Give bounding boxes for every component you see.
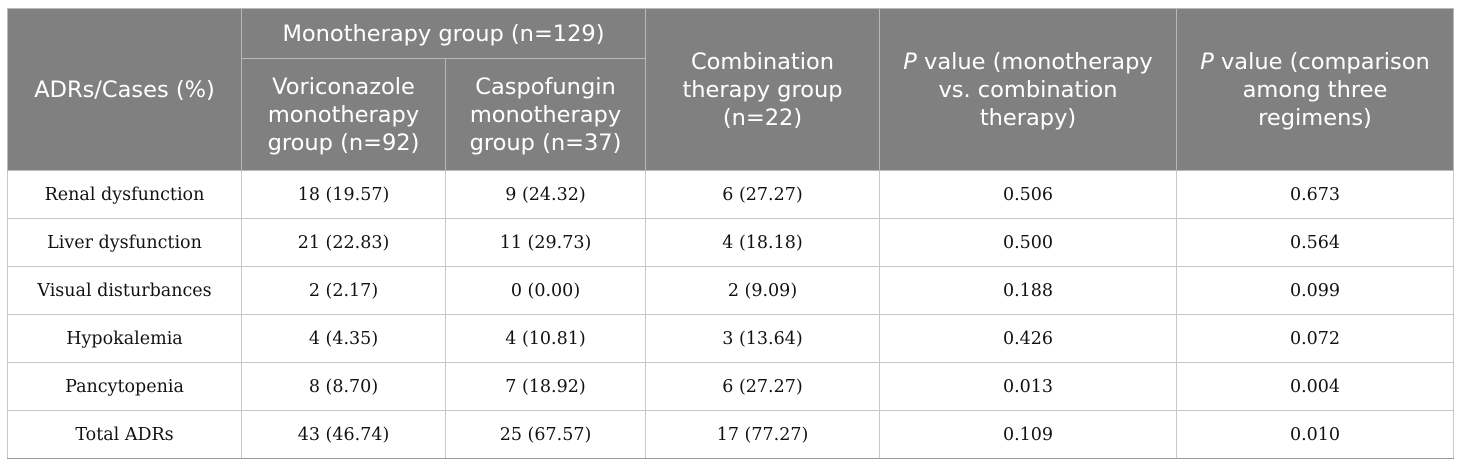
cell-caspofungin: 7 (18.92) (445, 362, 646, 411)
table-header: ADRs/Cases (%) Monotherapy group (n=129)… (7, 8, 1454, 171)
row-label: Visual disturbances (7, 266, 242, 315)
cell-combination: 6 (27.27) (645, 170, 880, 219)
header-p-mono-vs-combo: P value (monotherapy vs. combination the… (879, 8, 1177, 171)
cell-caspofungin: 9 (24.32) (445, 170, 646, 219)
table-row: Renal dysfunction 18 (19.57) 9 (24.32) 6… (7, 170, 1454, 219)
cell-p-mono-vs-combo: 0.013 (879, 362, 1177, 411)
cell-voriconazole: 18 (19.57) (241, 170, 446, 219)
cell-voriconazole: 43 (46.74) (241, 410, 446, 459)
p-label-rest: value (comparison among three regimens) (1213, 48, 1430, 131)
header-monotherapy-group: Monotherapy group (n=129) (241, 8, 646, 59)
cell-combination: 6 (27.27) (645, 362, 880, 411)
cell-caspofungin: 25 (67.57) (445, 410, 646, 459)
cell-p-three-regimens: 0.099 (1176, 266, 1454, 315)
cell-p-three-regimens: 0.564 (1176, 218, 1454, 267)
cell-p-mono-vs-combo: 0.500 (879, 218, 1177, 267)
cell-p-mono-vs-combo: 0.109 (879, 410, 1177, 459)
header-combination-group: Combination therapy group (n=22) (645, 8, 880, 171)
header-row-label: ADRs/Cases (%) (7, 8, 242, 171)
cell-p-three-regimens: 0.004 (1176, 362, 1454, 411)
row-label: Total ADRs (7, 410, 242, 459)
table-row: Liver dysfunction 21 (22.83) 11 (29.73) … (7, 218, 1454, 267)
cell-p-mono-vs-combo: 0.188 (879, 266, 1177, 315)
row-label: Renal dysfunction (7, 170, 242, 219)
header-voriconazole: Voriconazole monotherapy group (n=92) (241, 58, 446, 171)
table-row: Total ADRs 43 (46.74) 25 (67.57) 17 (77.… (7, 410, 1454, 459)
cell-voriconazole: 21 (22.83) (241, 218, 446, 267)
cell-caspofungin: 11 (29.73) (445, 218, 646, 267)
cell-p-three-regimens: 0.072 (1176, 314, 1454, 363)
row-label: Liver dysfunction (7, 218, 242, 267)
cell-p-mono-vs-combo: 0.506 (879, 170, 1177, 219)
cell-combination: 17 (77.27) (645, 410, 880, 459)
cell-p-three-regimens: 0.010 (1176, 410, 1454, 459)
p-label-rest: value (monotherapy vs. combination thera… (916, 48, 1153, 131)
p-italic: P (1200, 48, 1214, 75)
cell-combination: 3 (13.64) (645, 314, 880, 363)
table-row: Hypokalemia 4 (4.35) 4 (10.81) 3 (13.64)… (7, 314, 1454, 363)
header-row-2: Voriconazole monotherapy group (n=92) Ca… (8, 58, 1454, 171)
cell-p-mono-vs-combo: 0.426 (879, 314, 1177, 363)
cell-voriconazole: 2 (2.17) (241, 266, 446, 315)
cell-caspofungin: 4 (10.81) (445, 314, 646, 363)
table-body: Renal dysfunction 18 (19.57) 9 (24.32) 6… (7, 170, 1454, 459)
table-row: Visual disturbances 2 (2.17) 0 (0.00) 2 … (7, 266, 1454, 315)
cell-p-three-regimens: 0.673 (1176, 170, 1454, 219)
header-row-1: ADRs/Cases (%) Monotherapy group (n=129)… (7, 8, 1454, 171)
p-italic: P (903, 48, 917, 75)
cell-combination: 2 (9.09) (645, 266, 880, 315)
table-row: Pancytopenia 8 (8.70) 7 (18.92) 6 (27.27… (7, 362, 1454, 411)
row-label: Pancytopenia (7, 362, 242, 411)
cell-caspofungin: 0 (0.00) (445, 266, 646, 315)
cell-voriconazole: 8 (8.70) (241, 362, 446, 411)
header-caspofungin: Caspofungin monotherapy group (n=37) (445, 58, 646, 171)
cell-voriconazole: 4 (4.35) (241, 314, 446, 363)
header-p-three-regimens: P value (comparison among three regimens… (1176, 8, 1454, 171)
cell-combination: 4 (18.18) (645, 218, 880, 267)
row-label: Hypokalemia (7, 314, 242, 363)
adr-table: ADRs/Cases (%) Monotherapy group (n=129)… (7, 8, 1454, 459)
